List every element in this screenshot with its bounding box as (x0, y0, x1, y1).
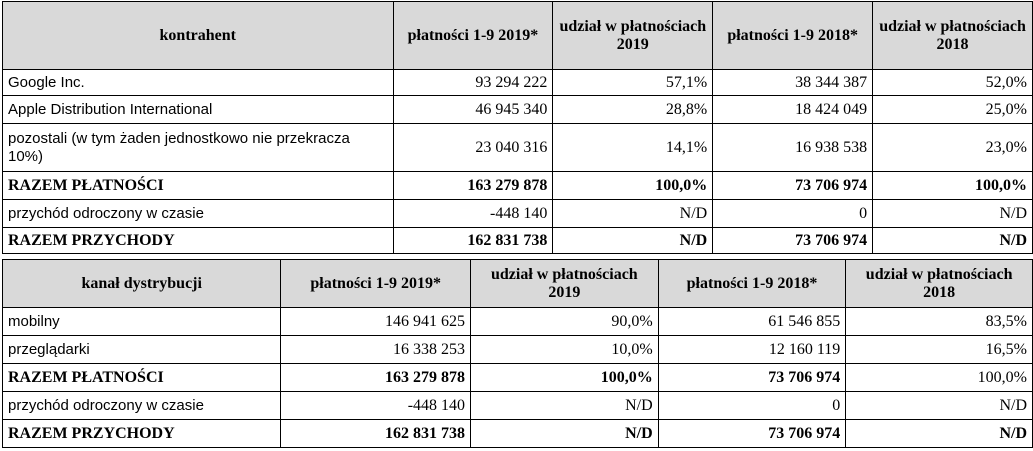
row-label: przeglądarki (1, 335, 282, 364)
share-2019-cell: 28,8% (552, 95, 714, 124)
header-share-2018: udział w płatnościach 2018 (872, 1, 1033, 70)
payments-2018-cell: 12 160 119 (657, 335, 847, 364)
share-2018-cell: 16,5% (845, 335, 1033, 364)
table-row: RAZEM PŁATNOŚCI 163 279 878 100,0% 73 70… (2, 171, 1033, 200)
header-share-2019: udział w płatnościach 2019 (552, 1, 714, 70)
header-share-2019: udział w płatnościach 2019 (470, 259, 659, 308)
payments-2019-cell: 46 945 340 (392, 95, 554, 124)
payments-2018-cell: 0 (657, 391, 847, 420)
row-label: przychód odroczony w czasie (1, 391, 282, 420)
share-2019-cell: 14,1% (552, 123, 714, 172)
payments-2019-cell: 146 941 625 (280, 307, 472, 336)
payments-by-channel-table: kanał dystrybucji płatności 1-9 2019* ud… (1, 259, 1033, 448)
share-2018-cell: N/D (845, 419, 1033, 448)
table-header-row: kontrahent płatności 1-9 2019* udział w … (2, 1, 1033, 70)
row-label: pozostali (w tym żaden jednostkowo nie p… (2, 123, 394, 172)
header-payments-2018: płatności 1-9 2018* (712, 1, 874, 70)
share-2018-cell: N/D (872, 199, 1033, 228)
payments-2019-cell: -448 140 (280, 391, 472, 420)
share-2018-cell: 83,5% (845, 307, 1033, 336)
share-2019-cell: 90,0% (470, 307, 659, 336)
payments-2018-cell: 38 344 387 (712, 69, 874, 96)
table-row: Google Inc. 93 294 222 57,1% 38 344 387 … (2, 69, 1033, 96)
row-label: Apple Distribution International (2, 95, 394, 124)
header-share-2018: udział w płatnościach 2018 (845, 259, 1033, 308)
row-label: przychód odroczony w czasie (2, 199, 394, 228)
payments-2018-cell: 73 706 974 (657, 363, 847, 392)
payments-2019-cell: 162 831 738 (392, 227, 554, 254)
row-label: Google Inc. (2, 69, 394, 96)
payments-2018-cell: 73 706 974 (712, 227, 874, 254)
header-payments-2018: płatności 1-9 2018* (657, 259, 847, 308)
header-payments-2019: płatności 1-9 2019* (280, 259, 472, 308)
payments-2018-cell: 73 706 974 (712, 171, 874, 200)
payments-2019-cell: 16 338 253 (280, 335, 472, 364)
share-2019-cell: 57,1% (552, 69, 714, 96)
payments-2018-cell: 61 546 855 (657, 307, 847, 336)
payments-2019-cell: 163 279 878 (392, 171, 554, 200)
header-payments-2019: płatności 1-9 2019* (392, 1, 554, 70)
share-2019-cell: 100,0% (470, 363, 659, 392)
row-label: RAZEM PŁATNOŚCI (1, 363, 282, 392)
payments-2019-cell: 162 831 738 (280, 419, 472, 448)
row-label: RAZEM PRZYCHODY (2, 227, 394, 254)
share-2019-cell: 10,0% (470, 335, 659, 364)
share-2018-cell: N/D (845, 391, 1033, 420)
table-row: RAZEM PRZYCHODY 162 831 738 N/D 73 706 9… (2, 227, 1033, 254)
share-2018-cell: 100,0% (845, 363, 1033, 392)
table-row: Apple Distribution International 46 945 … (2, 95, 1033, 124)
share-2018-cell: N/D (872, 227, 1033, 254)
table-row: mobilny 146 941 625 90,0% 61 546 855 83,… (1, 307, 1033, 336)
payments-2019-cell: -448 140 (392, 199, 554, 228)
share-2019-cell: N/D (552, 199, 714, 228)
table-row: RAZEM PŁATNOŚCI 163 279 878 100,0% 73 70… (1, 363, 1033, 392)
share-2019-cell: N/D (470, 419, 659, 448)
row-label: RAZEM PRZYCHODY (1, 419, 282, 448)
table-header-row: kanał dystrybucji płatności 1-9 2019* ud… (1, 259, 1033, 308)
share-2018-cell: 23,0% (872, 123, 1033, 172)
share-2018-cell: 100,0% (872, 171, 1033, 200)
table-row: RAZEM PRZYCHODY 162 831 738 N/D 73 706 9… (1, 419, 1033, 448)
share-2018-cell: 25,0% (872, 95, 1033, 124)
header-distribution-channel: kanał dystrybucji (1, 259, 282, 308)
payments-2018-cell: 16 938 538 (712, 123, 874, 172)
payments-2019-cell: 163 279 878 (280, 363, 472, 392)
share-2019-cell: 100,0% (552, 171, 714, 200)
row-label: mobilny (1, 307, 282, 336)
share-2019-cell: N/D (552, 227, 714, 254)
share-2018-cell: 52,0% (872, 69, 1033, 96)
table-row: przychód odroczony w czasie -448 140 N/D… (1, 391, 1033, 420)
table-row: przeglądarki 16 338 253 10,0% 12 160 119… (1, 335, 1033, 364)
share-2019-cell: N/D (470, 391, 659, 420)
payments-2019-cell: 23 040 316 (392, 123, 554, 172)
row-label: RAZEM PŁATNOŚCI (2, 171, 394, 200)
payments-2018-cell: 18 424 049 (712, 95, 874, 124)
payments-by-counterparty-table: kontrahent płatności 1-9 2019* udział w … (2, 1, 1033, 254)
table-row: przychód odroczony w czasie -448 140 N/D… (2, 199, 1033, 228)
payments-2018-cell: 0 (712, 199, 874, 228)
table-row: pozostali (w tym żaden jednostkowo nie p… (2, 123, 1033, 172)
payments-2018-cell: 73 706 974 (657, 419, 847, 448)
header-counterparty: kontrahent (2, 1, 394, 70)
payments-2019-cell: 93 294 222 (392, 69, 554, 96)
